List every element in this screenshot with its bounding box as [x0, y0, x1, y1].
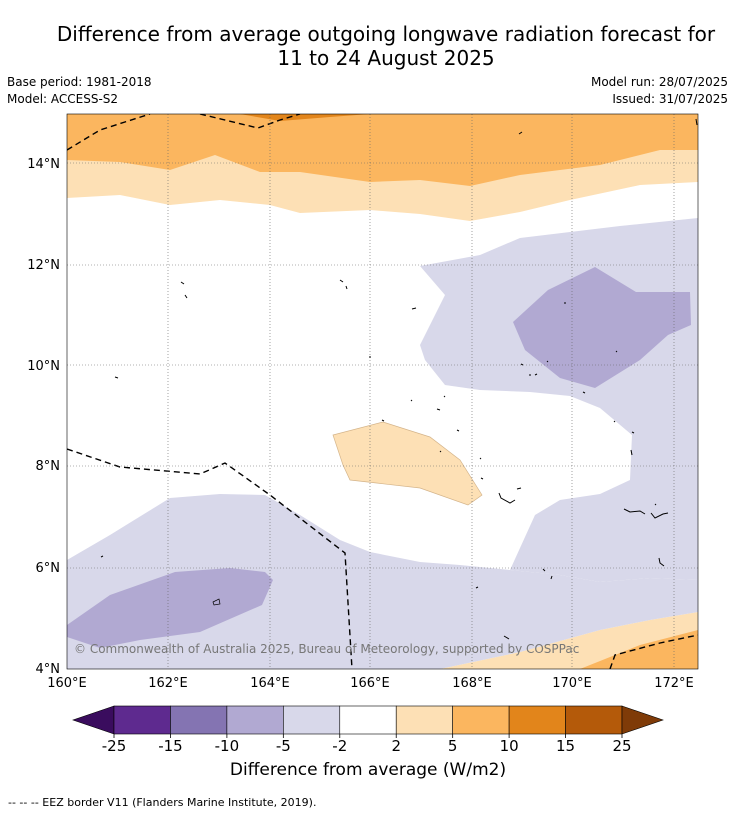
lat-tick-label: 6°N: [36, 561, 61, 576]
lat-tick-label: 8°N: [36, 459, 61, 474]
map-title: Difference from average outgoing longwav…: [0, 22, 736, 70]
lon-tick-label: 162°E: [148, 676, 188, 691]
contour-neg10-small: [212, 598, 221, 606]
lat-tick-label: 14°N: [27, 157, 60, 172]
colorbar-segment: [226, 705, 284, 735]
base-period: Base period: 1981-2018: [7, 75, 152, 89]
islands: [100, 118, 698, 640]
contour-neg5-neg10-southwest: [67, 568, 273, 648]
colorbar-tick-label: -25: [102, 737, 127, 755]
colorbar-tick-label: 5: [448, 737, 458, 755]
lon-tick-label: 160°E: [47, 676, 87, 691]
contour-5-10-north: [67, 114, 698, 186]
colorbar-segment: [452, 705, 510, 735]
lon-tick-label: 164°E: [250, 676, 290, 691]
metadata-right: Model run: 28/07/2025 Issued: 31/07/2025: [591, 74, 728, 108]
title-line-1: Difference from average outgoing longwav…: [56, 22, 716, 46]
issued-date: Issued: 31/07/2025: [612, 92, 728, 106]
lon-tick-label: 172°E: [654, 676, 694, 691]
colorbar: -25 -15 -10 -5 -2 2 5 10 15 25: [72, 705, 664, 755]
colorbar-tick-label: -10: [215, 737, 240, 755]
eez-border: [67, 448, 353, 669]
contour-5-10-southeast: [580, 630, 698, 669]
copyright-notice: © Commonwealth of Australia 2025, Bureau…: [74, 642, 579, 656]
lat-tick-label: 10°N: [27, 359, 60, 374]
contour-neg5-neg10-east: [513, 267, 691, 388]
eez-border: [199, 114, 301, 129]
eez-border: [609, 634, 698, 669]
lon-tick-label: 166°E: [350, 676, 390, 691]
colorbar-segment: [339, 705, 397, 735]
colorbar-tick-label: -2: [332, 737, 347, 755]
colorbar-tick-label: -5: [276, 737, 291, 755]
colorbar-extend-low: [72, 705, 115, 735]
title-line-2: 11 to 24 August 2025: [277, 46, 495, 70]
colorbar-segment: [113, 705, 171, 735]
lon-tick-label: 170°E: [552, 676, 592, 691]
contour-layer: [67, 114, 698, 669]
colorbar-tick-label: 25: [612, 737, 631, 755]
contour-neg2-neg5-southwest: [67, 494, 698, 669]
lat-tick-label: 12°N: [27, 258, 60, 273]
latitude-ticks: 4°N 6°N 8°N 10°N 12°N 14°N: [27, 157, 60, 677]
colorbar-segment: [395, 705, 453, 735]
lat-tick-label: 4°N: [36, 662, 61, 677]
eez-border: [67, 114, 151, 151]
lon-tick-label: 168°E: [452, 676, 492, 691]
contour-10-15-north: [240, 114, 370, 121]
colorbar-segment: [283, 705, 341, 735]
longitude-ticks: 160°E 162°E 164°E 166°E 168°E 170°E 172°…: [47, 676, 694, 691]
model-run: Model run: 28/07/2025: [590, 75, 728, 89]
colorbar-label: Difference from average (W/m2): [229, 760, 507, 780]
colorbar-tick-label: 2: [391, 737, 401, 755]
colorbar-segment: [565, 705, 623, 735]
colorbar-segment: [508, 705, 566, 735]
graticule: [67, 114, 698, 669]
colorbar-tick-label: 10: [500, 737, 519, 755]
colorbar-extend-high: [621, 705, 664, 735]
colorbar-tick-label: 15: [556, 737, 575, 755]
plot-frame: [66, 113, 699, 670]
contour-2-5-central: [332, 421, 483, 506]
eez-footnote: -- -- -- EEZ border V11 (Flanders Marine…: [8, 796, 317, 809]
colorbar-segment: [170, 705, 228, 735]
model-name: Model: ACCESS-S2: [7, 92, 119, 106]
colorbar-tick-label: -15: [158, 737, 183, 755]
metadata-left: Base period: 1981-2018 Model: ACCESS-S2: [7, 74, 152, 108]
